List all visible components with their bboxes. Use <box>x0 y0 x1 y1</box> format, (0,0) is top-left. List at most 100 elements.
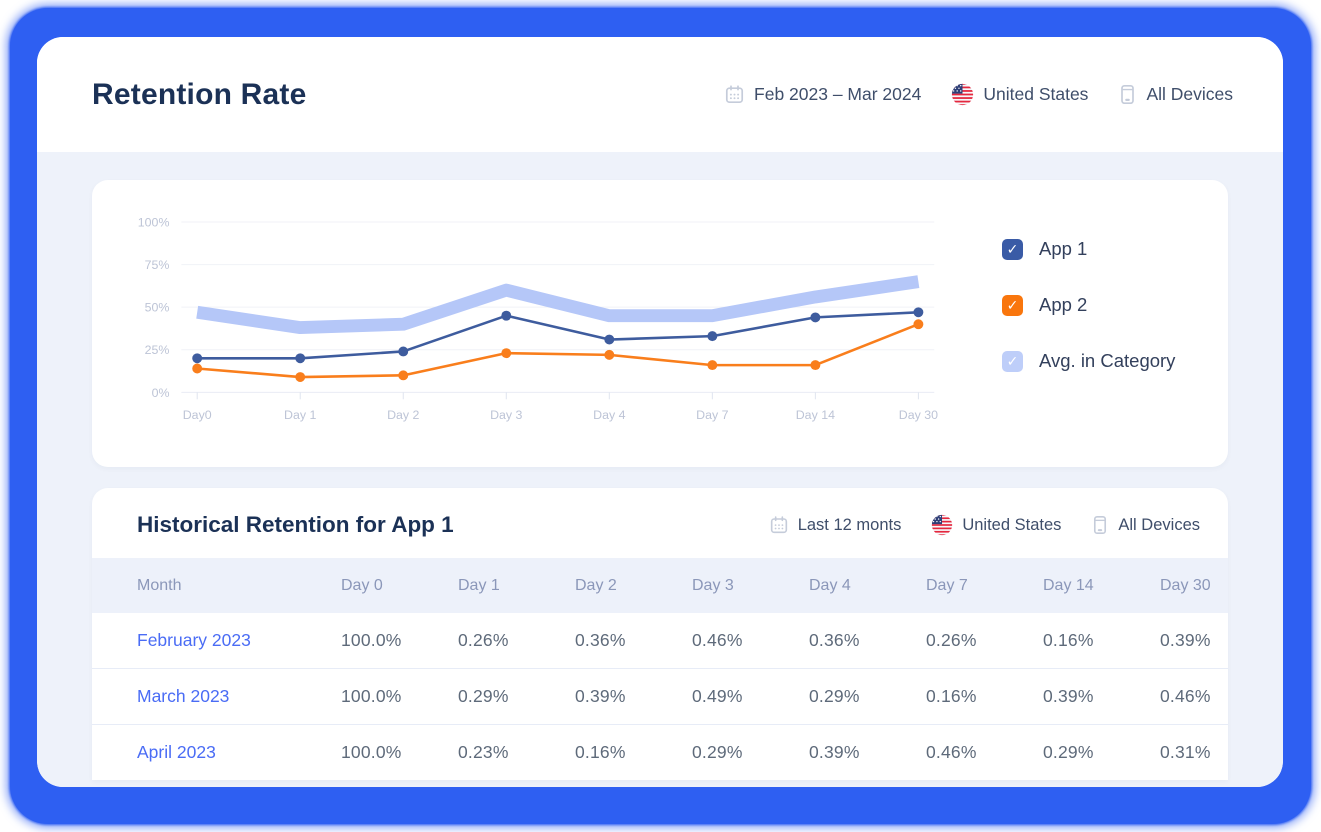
value-cell: 0.46% <box>926 742 977 762</box>
table-country-filter[interactable]: United States <box>931 514 1061 536</box>
legend-item-avg-in-category[interactable]: ✓ Avg. in Category <box>1002 350 1212 372</box>
value-cell: 0.23% <box>458 742 509 762</box>
value-cell: 0.29% <box>809 686 860 706</box>
retention-table: Month Day 0 Day 1 Day 2 Day 3 Day 4 Day 7 Day 1… <box>92 558 1228 780</box>
value-cell: 0.36% <box>809 630 860 650</box>
month-link[interactable]: March 2023 <box>137 686 230 706</box>
data-point-app-1 <box>501 310 512 321</box>
data-point-app-2 <box>913 319 924 330</box>
x-axis-label: Day 1 <box>284 408 316 422</box>
header-filters: Feb 2023 – Mar 2024 <box>724 83 1233 106</box>
legend-item-app-2[interactable]: ✓ App 2 <box>1002 294 1212 316</box>
legend-label: App 1 <box>1039 238 1088 259</box>
x-axis-label: Day 2 <box>387 408 419 422</box>
date-range-label: Feb 2023 – Mar 2024 <box>754 84 922 104</box>
header: Retention Rate Feb 2023 – Mar 2024 <box>37 37 1283 152</box>
legend-checkbox-avg-in-category[interactable]: ✓ <box>1002 350 1023 372</box>
column-header: Day 30 <box>1160 576 1211 594</box>
legend-checkbox-app-2[interactable]: ✓ <box>1002 294 1023 316</box>
value-cell: 0.26% <box>926 630 977 650</box>
x-axis-label: Day 4 <box>593 408 625 422</box>
value-cell: 0.29% <box>1043 742 1094 762</box>
x-axis-label: Day 14 <box>796 408 835 422</box>
y-axis-label: 100% <box>138 215 170 229</box>
data-point-app-2 <box>604 349 615 360</box>
check-icon: ✓ <box>1006 241 1019 257</box>
calendar-icon <box>724 84 745 105</box>
x-axis-label: Day 3 <box>490 408 522 422</box>
value-cell: 0.39% <box>809 742 860 762</box>
chart-legend: ✓ App 1 ✓ App 2 ✓ Avg. in Category <box>960 200 1212 467</box>
mobile-icon <box>1118 84 1137 105</box>
value-cell: 0.16% <box>575 742 626 762</box>
series-line-app-2 <box>197 323 919 379</box>
data-point-app-2 <box>501 348 512 359</box>
dashboard-body: 100% 75% 50% 25% 0% Day0 Day 1 Day 2 Day 3 Day 4 D… <box>37 152 1283 787</box>
retention-line-chart: 100% 75% 50% 25% 0% Day0 Day 1 Day 2 Day 3 Day 4 D… <box>138 215 938 422</box>
table-row: April 2023 100.0% 0.23% 0.16% 0.29% 0.39% 0.46… <box>92 724 1228 780</box>
value-cell: 0.39% <box>1160 630 1211 650</box>
x-axis-label: Day0 <box>183 408 212 422</box>
table-row: March 2023 100.0% 0.29% 0.39% 0.49% 0.29% 0.16… <box>92 668 1228 724</box>
dashboard-card: Retention Rate Feb 2023 – Mar 2024 <box>37 37 1283 787</box>
x-axis-label: Day 30 <box>899 408 938 422</box>
date-range-filter[interactable]: Feb 2023 – Mar 2024 <box>724 84 921 105</box>
table-header-row: Month Day 0 Day 1 Day 2 Day 3 Day 4 Day 7 Day 1… <box>92 558 1228 613</box>
column-header: Day 3 <box>692 576 734 594</box>
value-cell: 0.29% <box>692 742 743 762</box>
value-cell: 0.26% <box>458 630 509 650</box>
page-title: Retention Rate <box>92 77 307 111</box>
data-point-app-2 <box>398 370 409 381</box>
data-point-app-2 <box>295 372 306 382</box>
value-cell: 0.39% <box>575 686 626 706</box>
y-axis-label: 0% <box>152 386 170 400</box>
table-head: Historical Retention for App 1 <box>92 488 1228 558</box>
country-label: United States <box>983 84 1089 104</box>
series-line-app-1 <box>197 310 919 360</box>
devices-filter[interactable]: All Devices <box>1118 84 1233 105</box>
column-header: Day 7 <box>926 576 968 594</box>
value-cell: 0.31% <box>1160 742 1211 762</box>
table-date-range-filter[interactable]: Last 12 monts <box>769 515 902 535</box>
country-filter[interactable]: United States <box>951 83 1088 106</box>
table-country-label: United States <box>962 515 1062 534</box>
column-header: Day 2 <box>575 576 617 594</box>
y-axis-label: 25% <box>145 343 170 357</box>
value-cell: 100.0% <box>341 630 402 650</box>
historical-table-card: Historical Retention for App 1 <box>92 488 1228 780</box>
table-date-range-label: Last 12 monts <box>797 515 902 534</box>
data-point-app-1 <box>707 331 718 342</box>
value-cell: 0.46% <box>1160 686 1211 706</box>
us-flag-icon <box>931 514 953 536</box>
table-devices-filter[interactable]: All Devices <box>1091 515 1200 535</box>
y-axis-label: 50% <box>145 301 170 315</box>
retention-chart-card: 100% 75% 50% 25% 0% Day0 Day 1 Day 2 Day 3 Day 4 D… <box>92 180 1228 467</box>
data-point-app-1 <box>913 307 924 318</box>
value-cell: 0.46% <box>692 630 743 650</box>
data-point-app-2 <box>192 363 203 374</box>
data-point-app-1 <box>604 334 615 345</box>
series-band-avg-in-category <box>196 275 920 335</box>
value-cell: 0.16% <box>926 686 977 706</box>
column-header: Month <box>137 576 182 594</box>
data-point-app-2 <box>810 360 821 371</box>
column-header: Day 0 <box>341 576 383 594</box>
column-header: Day 14 <box>1043 576 1094 594</box>
value-cell: 0.29% <box>458 686 509 706</box>
x-axis-label: Day 7 <box>696 408 728 422</box>
table-filters: Last 12 monts <box>769 514 1200 536</box>
table-title: Historical Retention for App 1 <box>137 512 454 537</box>
devices-label: All Devices <box>1146 84 1233 104</box>
month-link[interactable]: April 2023 <box>137 742 216 762</box>
y-axis-label: 75% <box>145 258 170 272</box>
value-cell: 0.36% <box>575 630 626 650</box>
legend-checkbox-app-1[interactable]: ✓ <box>1002 238 1023 260</box>
data-point-app-2 <box>707 360 718 371</box>
data-point-app-1 <box>810 312 821 323</box>
check-icon: ✓ <box>1006 353 1019 369</box>
legend-item-app-1[interactable]: ✓ App 1 <box>1002 238 1212 260</box>
value-cell: 0.49% <box>692 686 743 706</box>
check-icon: ✓ <box>1006 297 1019 313</box>
data-point-app-1 <box>398 346 409 357</box>
month-link[interactable]: February 2023 <box>137 630 251 650</box>
